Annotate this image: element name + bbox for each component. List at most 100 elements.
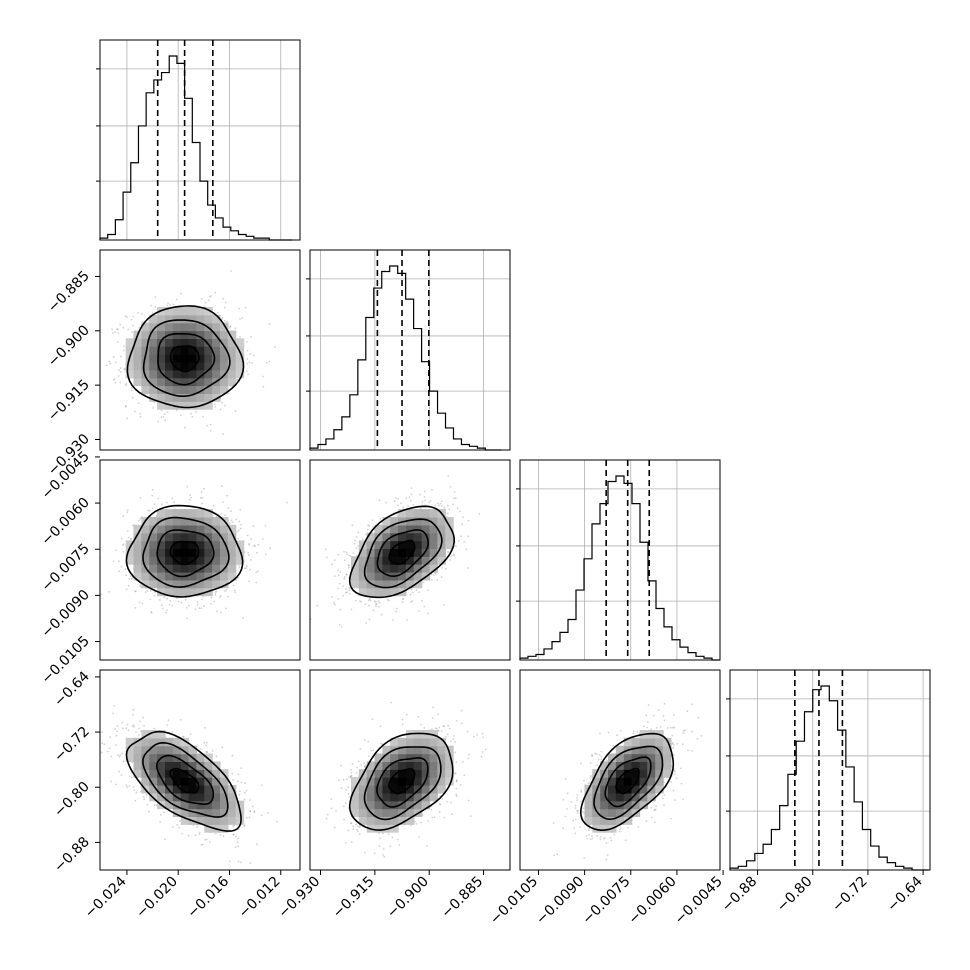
scatter-point bbox=[138, 601, 141, 604]
contour-line bbox=[157, 333, 216, 386]
scatter-point bbox=[439, 502, 442, 505]
scatter-point bbox=[377, 600, 380, 602]
density-cell bbox=[220, 532, 229, 542]
scatter-point bbox=[410, 487, 413, 489]
density-cell bbox=[358, 587, 368, 597]
density-cell bbox=[180, 587, 190, 597]
scatter-point bbox=[246, 358, 249, 360]
density-cell bbox=[172, 338, 182, 347]
scatter-point bbox=[154, 306, 157, 308]
scatter-point bbox=[372, 609, 375, 612]
scatter-point bbox=[124, 384, 127, 386]
scatter-point bbox=[419, 507, 422, 509]
scatter-point bbox=[465, 548, 468, 551]
histogram-step-line bbox=[99, 55, 293, 241]
scatter-point bbox=[437, 502, 439, 505]
scatter-point bbox=[224, 301, 227, 304]
scatter-point bbox=[201, 496, 204, 499]
scatter-point bbox=[132, 324, 134, 327]
density-cell bbox=[212, 564, 221, 573]
scatter-point bbox=[112, 356, 115, 358]
contour-line bbox=[348, 505, 456, 599]
density-cell bbox=[227, 564, 237, 573]
scatter-point bbox=[114, 331, 116, 334]
scatter-point bbox=[393, 500, 396, 503]
scatter-point bbox=[237, 860, 240, 863]
density-cell bbox=[406, 532, 415, 542]
density-cell bbox=[149, 532, 158, 542]
scatter-point bbox=[355, 547, 358, 550]
scatter-point bbox=[239, 508, 242, 511]
scatter-point bbox=[379, 517, 382, 520]
scatter-point bbox=[395, 497, 397, 499]
scatter-point bbox=[126, 509, 129, 511]
density-cell bbox=[133, 524, 142, 534]
scatter-point bbox=[448, 508, 451, 511]
scatter-point bbox=[214, 405, 217, 408]
scatter-point bbox=[261, 538, 264, 540]
scatter-point bbox=[152, 407, 155, 409]
scatter-point bbox=[245, 565, 248, 568]
scatter-point bbox=[153, 401, 156, 404]
scatter-point bbox=[124, 315, 127, 317]
scatter-point bbox=[395, 610, 398, 613]
density-cell bbox=[172, 524, 182, 534]
density-cell bbox=[165, 509, 174, 518]
scatter-point bbox=[447, 551, 449, 554]
density-cell bbox=[204, 548, 213, 557]
scatter-point bbox=[264, 553, 267, 556]
density-cell bbox=[125, 540, 135, 549]
scatter-point bbox=[119, 355, 122, 358]
density-cell bbox=[212, 369, 221, 379]
density-cell bbox=[429, 517, 438, 526]
scatter-point bbox=[232, 521, 234, 524]
scatter-point bbox=[447, 504, 449, 507]
density-cell bbox=[421, 540, 431, 549]
density-cell bbox=[204, 393, 213, 402]
scatter-point bbox=[367, 599, 370, 601]
scatter-point bbox=[166, 609, 168, 612]
scatter-point bbox=[238, 307, 241, 310]
density-cell bbox=[437, 517, 446, 526]
scatter-point bbox=[440, 504, 443, 507]
density-cell bbox=[157, 524, 166, 534]
density-cell bbox=[204, 361, 213, 371]
density-cell bbox=[220, 579, 229, 589]
density-cell bbox=[157, 572, 166, 581]
scatter-point bbox=[200, 496, 202, 499]
density-cell bbox=[165, 314, 174, 324]
scatter-point bbox=[132, 315, 135, 318]
density-cell bbox=[390, 548, 399, 557]
scatter-point bbox=[139, 585, 142, 588]
scatter-point bbox=[131, 576, 134, 579]
scatter-point bbox=[120, 774, 123, 776]
density-cell bbox=[220, 572, 229, 581]
scatter-point bbox=[239, 318, 241, 320]
density-cell bbox=[196, 338, 205, 347]
density-cell bbox=[188, 385, 197, 394]
scatter-point bbox=[198, 607, 201, 610]
histogram-step-line bbox=[519, 475, 720, 661]
density-cell bbox=[180, 330, 190, 339]
scatter-point bbox=[362, 538, 364, 541]
density-cell bbox=[188, 361, 197, 371]
density-cell bbox=[390, 556, 399, 565]
scatter-point bbox=[268, 360, 271, 363]
density-cell bbox=[358, 572, 368, 581]
scatter-point bbox=[453, 491, 456, 493]
density-cell bbox=[165, 322, 174, 332]
density-cell bbox=[204, 524, 213, 534]
density-cell bbox=[235, 338, 245, 347]
density-cell bbox=[445, 532, 454, 542]
density-cell bbox=[172, 564, 182, 573]
scatter-point bbox=[232, 584, 235, 587]
density-cell bbox=[165, 556, 174, 565]
scatter-point bbox=[168, 604, 171, 606]
scatter-point bbox=[249, 353, 251, 355]
density-cell bbox=[413, 517, 423, 526]
density-cell bbox=[227, 572, 237, 581]
scatter-point bbox=[248, 554, 250, 556]
scatter-point bbox=[232, 833, 235, 836]
density-cell bbox=[437, 556, 446, 565]
scatter-point bbox=[348, 554, 350, 557]
